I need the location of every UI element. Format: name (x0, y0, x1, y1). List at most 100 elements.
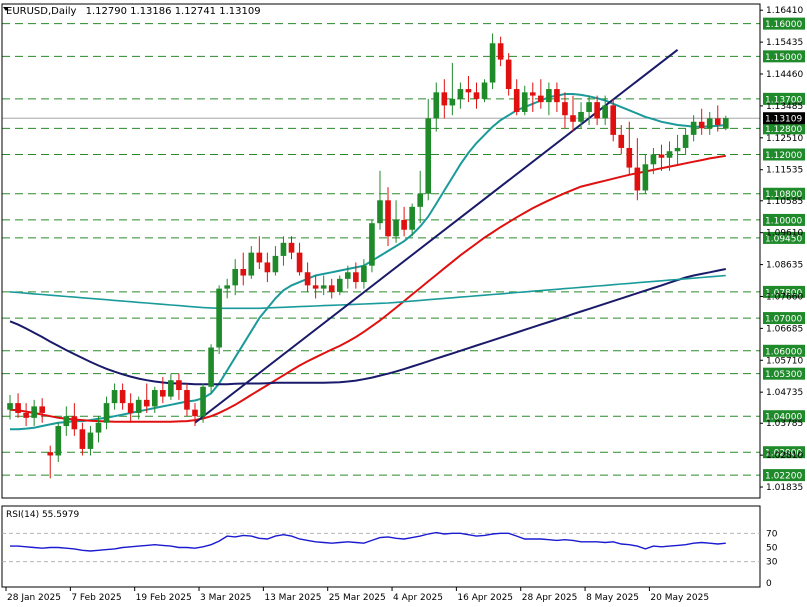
candle-body (361, 265, 367, 283)
moving-average-ma-fast (10, 93, 726, 431)
candle-body (240, 268, 247, 276)
level-label: 1.09450 (765, 234, 802, 244)
candle-body (513, 89, 520, 112)
x-tick-label: 28 Apr 2025 (522, 593, 578, 603)
candle-body (441, 92, 448, 106)
candle-body (95, 422, 102, 433)
candle-body (682, 134, 689, 148)
level-label-bg (763, 17, 805, 30)
y-tick-label: 1.10585 (766, 197, 803, 207)
candle-body (658, 154, 665, 158)
candle-body (425, 118, 432, 194)
candle-body (320, 285, 327, 289)
candle-body (353, 272, 359, 283)
candle-body (473, 92, 480, 99)
candle-body (55, 426, 62, 456)
candle-body (714, 118, 721, 126)
candle-body (344, 272, 351, 279)
candle-body (690, 121, 697, 135)
rsi-tick-label: 70 (766, 529, 778, 539)
chart-header: EURUSD,Daily 1.12790 1.13186 1.12741 1.1… (6, 6, 261, 17)
level-label: 1.04000 (765, 413, 802, 423)
level-label: 1.02200 (765, 472, 802, 482)
candle-body (650, 154, 657, 165)
level-label: 1.07800 (765, 288, 802, 298)
y-tick-label: 1.04735 (766, 388, 803, 398)
candle-body (336, 278, 343, 292)
candle-body (176, 380, 182, 391)
x-tick-label: 16 Apr 2025 (457, 593, 513, 603)
y-tick-label: 1.03785 (766, 419, 803, 429)
candle-body (626, 147, 633, 168)
level-label: 1.02900 (765, 449, 802, 459)
level-label: 1.12800 (765, 125, 802, 135)
y-tick-label: 1.06685 (766, 324, 803, 334)
candle-body (562, 102, 568, 116)
candle-body (264, 262, 271, 273)
candle-body (594, 102, 600, 119)
candle-body (256, 252, 263, 263)
moving-averages (9, 93, 726, 431)
candle-body (618, 134, 625, 148)
current-price-label: 1.13109 (765, 115, 802, 125)
y-tick-label: 1.09610 (766, 229, 803, 239)
rsi-frame (1, 505, 761, 588)
candle-body (642, 164, 649, 191)
level-label: 1.06000 (765, 347, 802, 357)
candle-body (698, 121, 705, 129)
candle-body (280, 242, 287, 256)
level-label-bg (763, 446, 805, 459)
collapse-icon (3, 7, 9, 11)
candle-body (529, 92, 536, 96)
level-label-bg (763, 367, 805, 380)
candle-body (570, 115, 576, 122)
candle-body (578, 111, 584, 122)
level-label-bg (763, 410, 805, 423)
level-label-bg (763, 148, 805, 161)
candle-body (143, 399, 150, 407)
candle-body (497, 43, 504, 60)
level-label: 1.16000 (765, 20, 802, 30)
candles (7, 33, 729, 479)
candle-body (63, 416, 70, 427)
moving-average-ma-long (9, 274, 726, 310)
candle-body (722, 118, 729, 129)
candle-body (184, 390, 190, 410)
y-tick-label: 1.13485 (766, 102, 803, 112)
level-label-bg (763, 122, 805, 135)
level-label: 1.07000 (765, 315, 802, 325)
candle-body (71, 416, 78, 430)
main-frame (1, 3, 761, 499)
level-label: 1.10800 (765, 190, 802, 200)
y-tick-label: 1.01835 (766, 483, 803, 493)
level-label-bg (763, 50, 805, 63)
x-tick-label: 8 May 2025 (586, 593, 639, 603)
candle-body (111, 390, 118, 404)
candle-body (47, 452, 54, 456)
candle-body (248, 252, 255, 276)
candle-body (634, 167, 641, 191)
symbol-label: EURUSD,Daily (6, 6, 77, 17)
rsi-tick-label: 30 (766, 558, 778, 568)
candle-body (23, 412, 29, 418)
rsi-tick-label: 50 (766, 544, 778, 554)
candle-body (457, 89, 464, 99)
candle-body (409, 206, 415, 230)
candle-body (401, 219, 407, 230)
level-label: 1.13700 (765, 95, 802, 105)
moving-average-ma-mid (9, 154, 726, 423)
candle-body (489, 43, 496, 83)
rsi-line (10, 531, 726, 552)
candle-body (151, 390, 158, 407)
candle-body (103, 403, 110, 423)
level-label: 1.15000 (765, 53, 802, 63)
candle-body (586, 102, 592, 112)
level-label-bg (763, 92, 805, 105)
x-tick-label: 19 Feb 2025 (136, 593, 192, 603)
level-label-bg (763, 213, 805, 226)
candle-body (168, 380, 174, 397)
candle-body (433, 92, 440, 119)
y-tick-label: 1.11535 (766, 166, 803, 176)
candle-body (208, 347, 214, 387)
